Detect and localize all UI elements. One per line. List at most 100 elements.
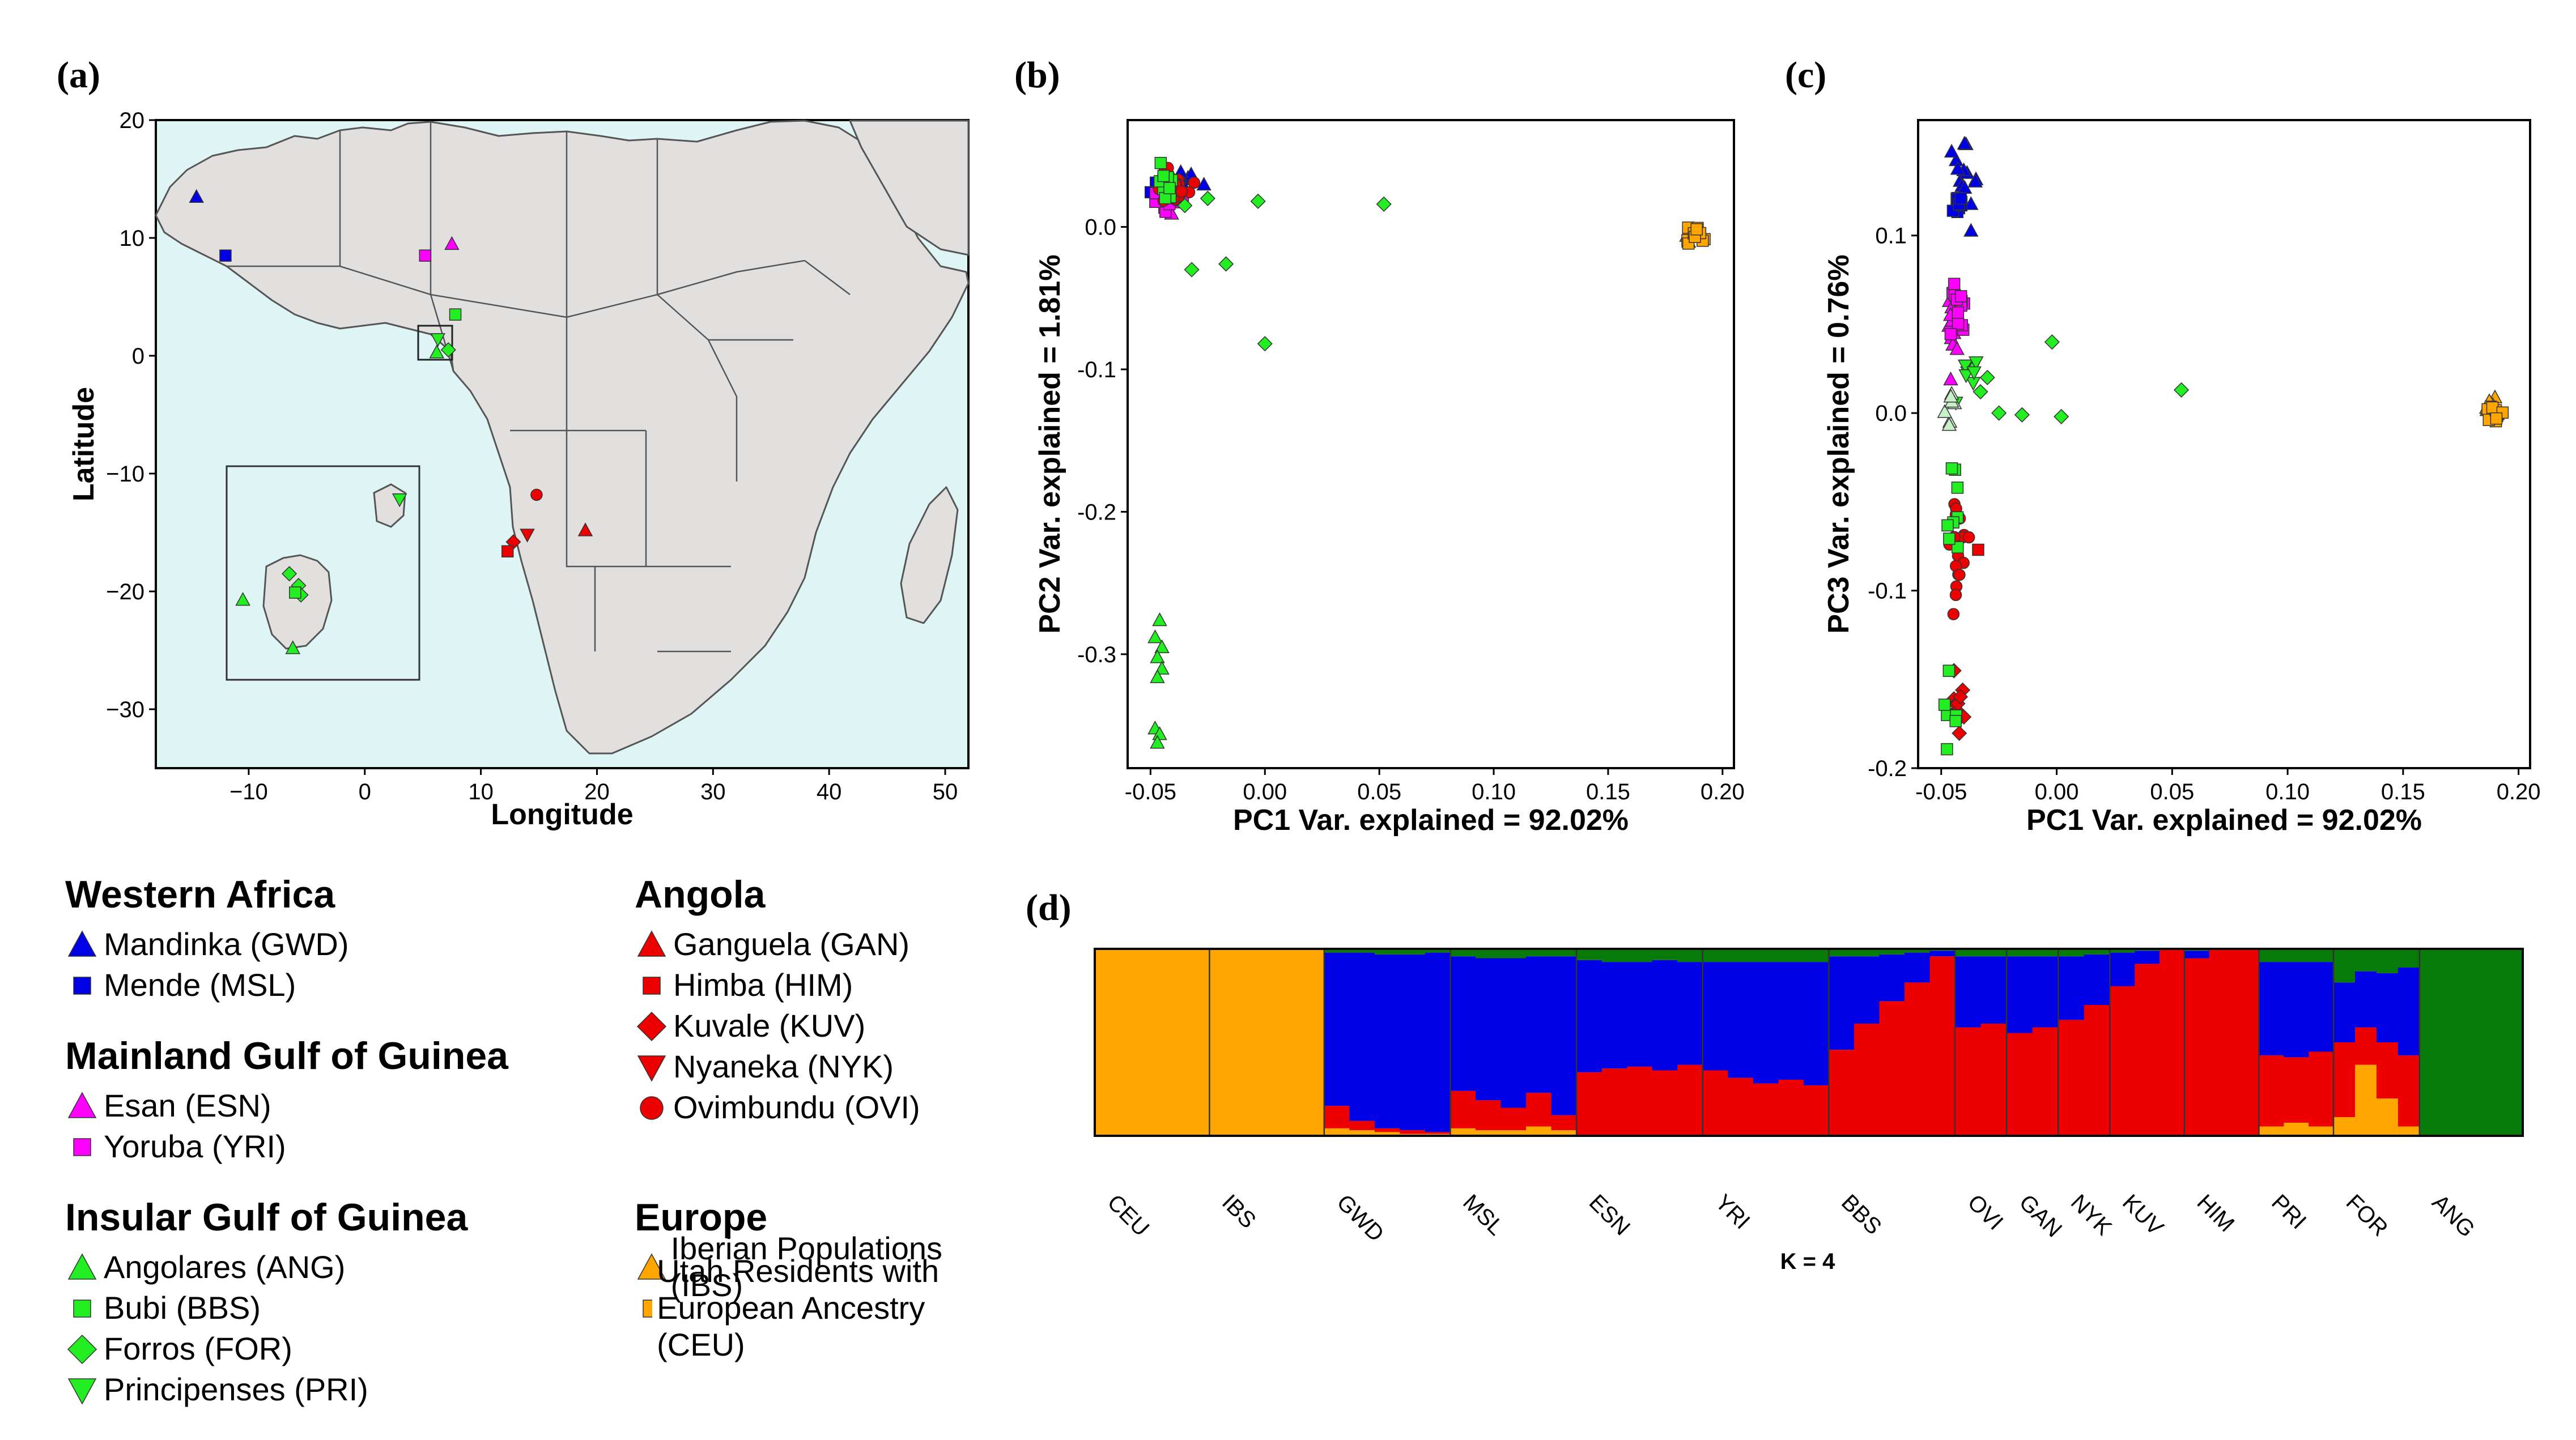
admixture-segment xyxy=(1879,949,1905,955)
x-tick-label: -0.05 xyxy=(1125,779,1176,804)
admixture-k-label: K = 4 xyxy=(1780,1249,1835,1274)
admixture-bar xyxy=(1140,949,1164,1136)
pca-point xyxy=(1979,369,1995,386)
gulf-box xyxy=(417,325,453,361)
admixture-group-label: KUV xyxy=(2118,1190,2168,1240)
arabia-outline xyxy=(849,120,970,256)
pca-point xyxy=(1250,193,1266,209)
legend-entry-label: Utah Residents with European Ancestry (C… xyxy=(657,1252,940,1362)
admixture-segment xyxy=(1753,949,1779,962)
pca-point xyxy=(1218,256,1234,272)
diamond-icon xyxy=(67,1334,97,1365)
admixture-bar xyxy=(2445,949,2472,1136)
admixture-segment xyxy=(1526,949,1552,957)
pca-c-frame xyxy=(1917,119,2531,769)
map-sample-point xyxy=(430,333,446,347)
pca-point xyxy=(1966,366,1982,381)
legend-entry-label: Ganguela (GAN) xyxy=(673,926,910,962)
pca-point xyxy=(1949,341,1965,355)
x-tick-label: 20 xyxy=(584,779,610,804)
legend-entry: Himba (HIM) xyxy=(635,964,920,1005)
admixture-group-label: BBS xyxy=(1837,1190,1886,1239)
admixture-segment xyxy=(1905,949,1931,953)
admixture-segment xyxy=(1500,949,1527,958)
pca-point xyxy=(1944,328,1957,340)
legend-entry-label: Iberian Populations (IBS) xyxy=(670,1230,943,1303)
legend-entry: Esan (ESN) xyxy=(65,1085,508,1126)
admixture-segment xyxy=(1728,949,1754,962)
pca-point xyxy=(1973,384,1988,400)
admixture-segment xyxy=(1349,1121,1375,1131)
admixture-segment xyxy=(2135,951,2160,964)
admixture-segment xyxy=(2259,949,2285,962)
admixture-segment xyxy=(1753,962,1779,1084)
admixture-group-label: MSL xyxy=(1458,1190,1508,1240)
y-tick-label: 0.1 xyxy=(1875,224,1907,249)
pca-point xyxy=(1154,661,1170,675)
admixture-segment xyxy=(1627,962,1653,1067)
admixture-segment xyxy=(1778,962,1804,1080)
map-sample-point xyxy=(501,545,514,558)
map-sample-point xyxy=(520,529,535,543)
admixture-bar xyxy=(1232,949,1256,1136)
legend-marker xyxy=(73,1300,91,1318)
x-tick-label: 0.15 xyxy=(1586,779,1630,804)
x-tick-label: 0 xyxy=(359,779,371,804)
admixture-segment xyxy=(2284,949,2309,962)
admixture-segment xyxy=(1677,949,1703,962)
admixture-segment xyxy=(1576,1072,1602,1136)
admixture-segment xyxy=(1476,958,1502,1101)
pca-point xyxy=(1941,743,1953,756)
admixture-segment xyxy=(1702,949,1729,962)
admixture-segment xyxy=(1576,949,1602,960)
pca-point xyxy=(1953,568,1966,581)
map-sample-point xyxy=(419,249,432,262)
pca-point xyxy=(1950,161,1966,175)
pca-point xyxy=(1957,135,1973,150)
pca-b-x-title: PC1 Var. explained = 92.02% xyxy=(1233,804,1629,837)
admixture-segment xyxy=(1374,1128,1401,1132)
pca-point xyxy=(1941,519,1954,532)
legend-group-title: Insular Gulf of Guinea xyxy=(65,1196,468,1239)
admixture-segment xyxy=(1980,1024,2007,1136)
admixture-segment xyxy=(1500,958,1527,1108)
admixture-segment xyxy=(1476,1100,1502,1131)
triangle-down-icon xyxy=(67,1378,97,1405)
x-tick-label: 0.05 xyxy=(2150,779,2194,804)
admixture-segment xyxy=(1803,962,1830,1085)
legend-entry: Yoruba (YRI) xyxy=(65,1126,508,1166)
admixture-group-label: YRI xyxy=(1710,1190,1754,1234)
triangle-up-icon xyxy=(637,930,666,957)
admixture-segment xyxy=(1753,1083,1779,1136)
map-x-title: Longitude xyxy=(491,798,633,831)
y-tick-label: 0.0 xyxy=(1085,215,1116,240)
pca-point xyxy=(1200,190,1215,206)
admixture-segment xyxy=(2007,1033,2033,1136)
admixture-segment xyxy=(2209,949,2235,1136)
admixture-bar xyxy=(1095,949,1119,1136)
legend-marker xyxy=(67,930,97,957)
admixture-segment xyxy=(1526,956,1552,1093)
admixture-segment xyxy=(2376,1042,2399,1098)
x-tick-label: 0.20 xyxy=(2497,779,2541,804)
y-tick-label: −20 xyxy=(106,580,144,604)
y-tick-label: 20 xyxy=(120,108,145,133)
admixture-segment xyxy=(1450,1090,1476,1128)
admixture-segment xyxy=(2376,1098,2399,1136)
admixture-segment xyxy=(1500,1107,1527,1131)
admixture-segment xyxy=(1702,1070,1729,1136)
legend-entry: Ganguela (GAN) xyxy=(635,923,920,964)
pca-point xyxy=(1957,359,1973,374)
admixture-segment xyxy=(2032,956,2059,1028)
admixture-segment xyxy=(2398,968,2420,1056)
map-y-ticks: 20 10 0 −10 −20 −30 xyxy=(106,108,156,722)
admixture-segment xyxy=(2007,949,2033,957)
pca-b-panel: -0.05 0.00 0.05 0.10 0.15 0.20 0.0 -0.1 -0.2 -0.… xyxy=(1034,119,1745,837)
admixture-segment xyxy=(1425,1132,1451,1134)
pca-point xyxy=(1175,185,1188,198)
pca-b-y-title: PC2 Var. explained = 1.81% xyxy=(1034,254,1066,633)
admixture-bar xyxy=(1278,949,1302,1136)
map-x-ticks: −10 0 10 20 30 40 50 xyxy=(229,768,958,804)
